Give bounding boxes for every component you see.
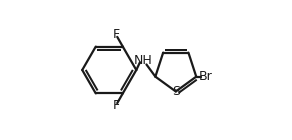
Text: NH: NH	[133, 54, 152, 67]
Text: F: F	[112, 99, 119, 112]
Text: S: S	[172, 85, 180, 98]
Text: F: F	[112, 28, 119, 41]
Text: Br: Br	[199, 70, 212, 83]
